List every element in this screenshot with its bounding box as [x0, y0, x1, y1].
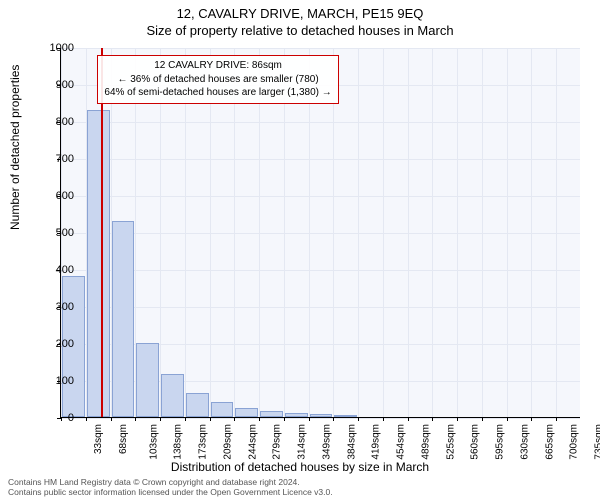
- xtick-mark: [284, 417, 285, 421]
- xtick-mark: [210, 417, 211, 421]
- xtick-label: 138sqm: [173, 424, 184, 460]
- xtick-label: 630sqm: [520, 424, 531, 460]
- xtick-label: 419sqm: [371, 424, 382, 460]
- xtick-label: 595sqm: [495, 424, 506, 460]
- gridline-horizontal: [61, 418, 580, 419]
- ytick-label: 500: [44, 227, 74, 239]
- xtick-label: 209sqm: [222, 424, 233, 460]
- histogram-bar: [186, 393, 209, 417]
- xtick-mark: [507, 417, 508, 421]
- xtick-label: 103sqm: [148, 424, 159, 460]
- gridline-horizontal: [61, 196, 580, 197]
- gridline-vertical: [432, 48, 433, 417]
- plot-area: 12 CAVALRY DRIVE: 86sqm← 36% of detached…: [60, 48, 580, 418]
- xtick-mark: [383, 417, 384, 421]
- xtick-mark: [432, 417, 433, 421]
- gridline-vertical: [383, 48, 384, 417]
- gridline-horizontal: [61, 307, 580, 308]
- xtick-label: 279sqm: [272, 424, 283, 460]
- xtick-label: 665sqm: [544, 424, 555, 460]
- histogram-bar: [285, 413, 308, 417]
- xtick-mark: [185, 417, 186, 421]
- footer-attribution: Contains HM Land Registry data © Crown c…: [8, 478, 333, 498]
- ytick-label: 600: [44, 190, 74, 202]
- histogram-bar: [87, 110, 110, 417]
- ytick-label: 300: [44, 301, 74, 313]
- histogram-bar: [112, 221, 135, 417]
- gridline-vertical: [482, 48, 483, 417]
- ytick-label: 800: [44, 116, 74, 128]
- xtick-mark: [457, 417, 458, 421]
- chart-title-main: 12, CAVALRY DRIVE, MARCH, PE15 9EQ: [0, 0, 600, 21]
- xtick-mark: [531, 417, 532, 421]
- xtick-mark: [482, 417, 483, 421]
- xtick-label: 244sqm: [247, 424, 258, 460]
- xtick-mark: [111, 417, 112, 421]
- xtick-label: 33sqm: [93, 424, 104, 454]
- xtick-label: 560sqm: [470, 424, 481, 460]
- gridline-vertical: [358, 48, 359, 417]
- xtick-label: 525sqm: [445, 424, 456, 460]
- ytick-label: 200: [44, 338, 74, 350]
- xtick-label: 700sqm: [569, 424, 580, 460]
- gridline-vertical: [556, 48, 557, 417]
- histogram-bar: [260, 411, 283, 417]
- annotation-box: 12 CAVALRY DRIVE: 86sqm← 36% of detached…: [97, 55, 338, 104]
- xtick-mark: [358, 417, 359, 421]
- histogram-bar: [310, 414, 333, 417]
- ytick-label: 900: [44, 79, 74, 91]
- ytick-label: 700: [44, 153, 74, 165]
- gridline-vertical: [507, 48, 508, 417]
- xtick-mark: [333, 417, 334, 421]
- gridline-horizontal: [61, 270, 580, 271]
- gridline-horizontal: [61, 122, 580, 123]
- histogram-bar: [161, 374, 184, 417]
- ytick-label: 400: [44, 264, 74, 276]
- x-axis-label: Distribution of detached houses by size …: [0, 460, 600, 474]
- gridline-horizontal: [61, 233, 580, 234]
- xtick-label: 384sqm: [346, 424, 357, 460]
- xtick-mark: [234, 417, 235, 421]
- xtick-mark: [86, 417, 87, 421]
- chart-title-sub: Size of property relative to detached ho…: [0, 21, 600, 38]
- y-axis-label: Number of detached properties: [8, 65, 22, 230]
- ytick-label: 0: [44, 412, 74, 424]
- histogram-bar: [136, 343, 159, 417]
- gridline-vertical: [531, 48, 532, 417]
- xtick-label: 349sqm: [321, 424, 332, 460]
- histogram-bar: [211, 402, 234, 417]
- xtick-label: 735sqm: [594, 424, 600, 460]
- histogram-bar: [235, 408, 258, 417]
- xtick-mark: [556, 417, 557, 421]
- gridline-horizontal: [61, 159, 580, 160]
- xtick-mark: [135, 417, 136, 421]
- histogram-bar: [334, 415, 357, 417]
- gridline-horizontal: [61, 48, 580, 49]
- gridline-vertical: [457, 48, 458, 417]
- xtick-label: 489sqm: [420, 424, 431, 460]
- footer-line-2: Contains public sector information licen…: [8, 488, 333, 498]
- annotation-line: 64% of semi-detached houses are larger (…: [104, 86, 331, 100]
- ytick-label: 100: [44, 375, 74, 387]
- xtick-label: 173sqm: [198, 424, 209, 460]
- xtick-mark: [309, 417, 310, 421]
- xtick-label: 314sqm: [297, 424, 308, 460]
- xtick-mark: [160, 417, 161, 421]
- xtick-label: 454sqm: [396, 424, 407, 460]
- xtick-mark: [408, 417, 409, 421]
- annotation-line: 12 CAVALRY DRIVE: 86sqm: [104, 59, 331, 73]
- xtick-label: 68sqm: [118, 424, 129, 454]
- ytick-label: 1000: [44, 42, 74, 54]
- annotation-line: ← 36% of detached houses are smaller (78…: [104, 73, 331, 87]
- xtick-mark: [259, 417, 260, 421]
- chart-area: 12 CAVALRY DRIVE: 86sqm← 36% of detached…: [60, 48, 580, 418]
- gridline-vertical: [408, 48, 409, 417]
